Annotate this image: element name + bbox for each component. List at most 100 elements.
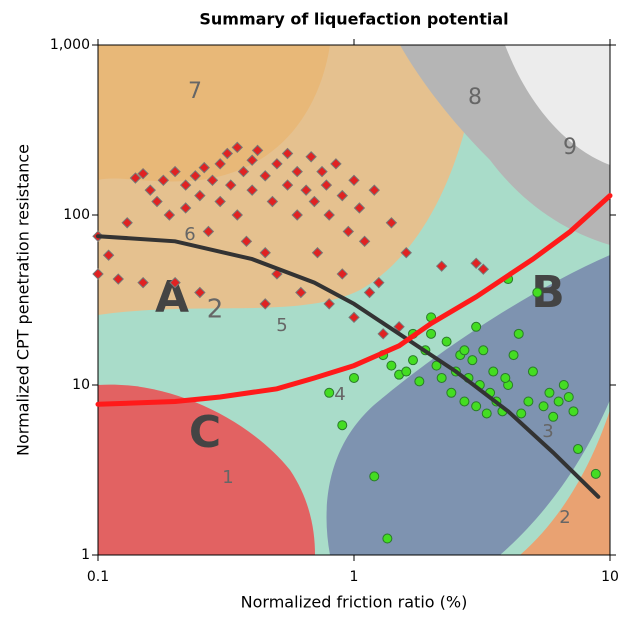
point	[323, 298, 335, 310]
point	[291, 209, 303, 221]
point	[377, 328, 389, 340]
point	[237, 165, 250, 178]
x-tick-label: 10	[601, 569, 619, 585]
point	[426, 328, 437, 339]
point	[92, 268, 104, 280]
point	[538, 401, 549, 412]
point	[198, 161, 210, 174]
point	[271, 158, 283, 170]
point	[259, 298, 271, 310]
point	[385, 217, 398, 229]
point	[157, 174, 170, 187]
point	[435, 260, 448, 272]
point	[353, 202, 366, 214]
point	[477, 263, 490, 275]
point	[316, 165, 328, 178]
point	[169, 276, 181, 289]
point	[349, 372, 359, 383]
zone-label: 2	[559, 507, 570, 528]
point	[311, 247, 324, 259]
point	[179, 179, 192, 191]
point	[363, 286, 376, 299]
point	[488, 366, 499, 377]
point	[527, 366, 538, 377]
point	[500, 372, 511, 383]
point	[305, 151, 317, 163]
point	[323, 209, 335, 221]
point	[308, 195, 321, 208]
point	[281, 147, 294, 160]
y-tick-label: 1	[81, 547, 90, 563]
x-tick-label: 0.1	[87, 569, 109, 585]
point	[266, 195, 279, 208]
curve	[96, 234, 601, 499]
point	[436, 372, 447, 383]
point	[112, 273, 124, 285]
point	[137, 167, 149, 180]
point	[470, 257, 482, 269]
point	[568, 406, 579, 417]
point	[324, 387, 335, 398]
point	[231, 209, 243, 221]
point	[281, 179, 294, 191]
point	[467, 355, 478, 366]
point	[179, 202, 192, 214]
point	[386, 360, 397, 371]
point	[121, 217, 133, 229]
point	[337, 420, 348, 431]
zone	[520, 410, 610, 555]
point	[137, 276, 149, 289]
point	[373, 276, 385, 289]
point	[553, 396, 564, 407]
point	[400, 247, 412, 259]
point	[189, 170, 202, 182]
point	[221, 147, 234, 160]
zone-label: 7	[188, 79, 202, 104]
zone	[98, 384, 315, 555]
point	[558, 380, 569, 390]
point	[523, 396, 534, 407]
point	[441, 336, 452, 347]
point	[202, 225, 215, 238]
point	[348, 174, 360, 187]
point	[246, 184, 258, 196]
point	[102, 249, 115, 261]
point	[259, 247, 271, 259]
point	[513, 328, 524, 339]
zone	[505, 45, 610, 165]
point	[194, 286, 206, 299]
point	[214, 158, 226, 170]
point	[481, 408, 492, 419]
x-tick-label: 1	[350, 569, 359, 585]
point	[548, 411, 559, 422]
point	[369, 471, 380, 482]
point	[414, 376, 425, 387]
zone-label: 4	[334, 384, 345, 405]
point	[401, 366, 412, 377]
point	[169, 165, 181, 178]
point	[163, 209, 176, 221]
point	[330, 158, 342, 170]
point	[295, 286, 307, 299]
point	[407, 355, 418, 366]
point	[544, 387, 555, 398]
point	[508, 350, 519, 361]
zone-label: A	[155, 272, 189, 323]
point	[144, 184, 156, 196]
zone-label: 1	[222, 467, 233, 488]
point	[431, 360, 442, 371]
point	[478, 345, 489, 356]
zone-label: 5	[276, 315, 287, 336]
y-tick-label: 10	[72, 377, 90, 393]
point	[251, 144, 264, 157]
y-tick-label: 1,000	[50, 37, 90, 53]
point	[194, 189, 206, 202]
point	[358, 235, 371, 248]
zone-label: 2	[207, 295, 224, 325]
point	[336, 268, 348, 280]
point	[590, 468, 601, 479]
point	[382, 533, 393, 544]
y-tick-label: 100	[63, 207, 90, 223]
point	[348, 311, 360, 324]
